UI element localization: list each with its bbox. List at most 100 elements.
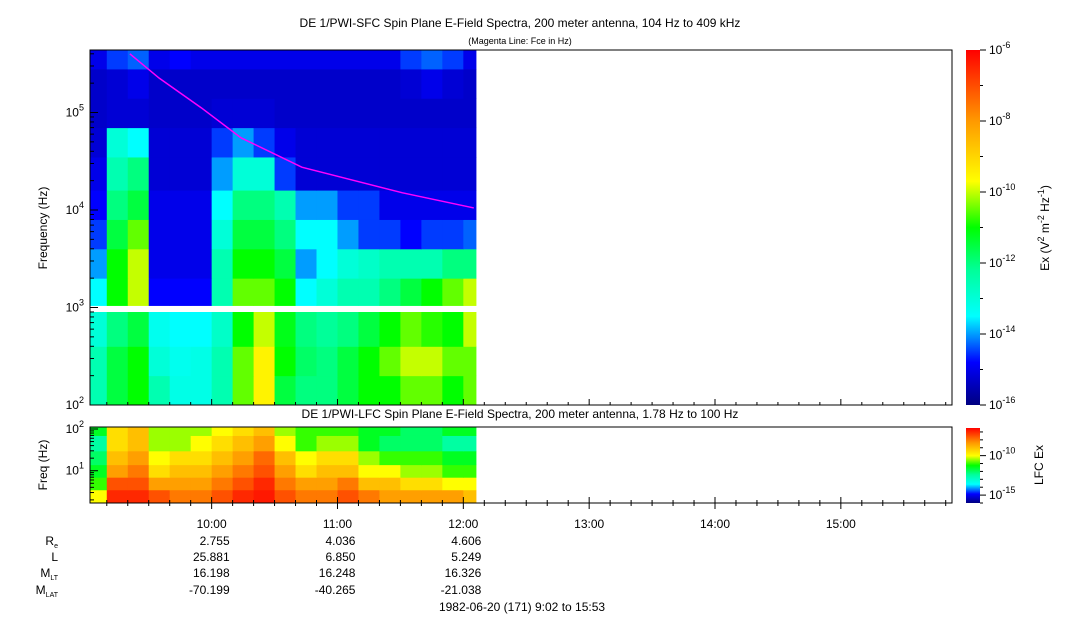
heatmap-cell bbox=[295, 346, 318, 377]
heatmap-cell bbox=[316, 278, 338, 306]
heatmap-cell bbox=[400, 50, 422, 70]
heatmap-cell bbox=[274, 450, 297, 466]
heatmap-cell bbox=[90, 346, 108, 377]
heatmap-cell bbox=[379, 464, 401, 478]
heatmap-cell bbox=[400, 375, 422, 406]
heatmap-cell bbox=[295, 489, 318, 503]
heatmap-cell bbox=[148, 156, 171, 191]
heatmap-cell bbox=[442, 346, 464, 377]
orbit-value: 16.248 bbox=[319, 566, 356, 580]
heatmap-cell bbox=[274, 278, 297, 306]
heatmap-cell bbox=[148, 98, 171, 129]
heatmap-cell bbox=[169, 375, 192, 406]
heatmap-cell bbox=[211, 98, 234, 129]
heatmap-cell bbox=[127, 98, 150, 129]
heatmap-cell bbox=[379, 248, 401, 279]
heatmap-cell bbox=[421, 68, 443, 99]
heatmap-cell bbox=[106, 248, 129, 279]
heatmap-cell bbox=[379, 98, 401, 129]
heatmap-cell bbox=[106, 219, 129, 250]
heatmap-cell bbox=[400, 477, 422, 491]
orbit-value: -21.038 bbox=[441, 583, 482, 597]
heatmap-cell bbox=[316, 248, 338, 279]
heatmap-cell bbox=[148, 190, 171, 220]
heatmap-cell bbox=[442, 50, 464, 70]
heatmap-cell bbox=[274, 190, 297, 220]
heatmap-cell bbox=[358, 346, 380, 377]
heatmap-cell bbox=[400, 450, 422, 466]
heatmap-cell bbox=[463, 156, 477, 191]
heatmap-cell bbox=[148, 50, 171, 70]
heatmap-cell bbox=[421, 346, 443, 377]
heatmap-cell bbox=[295, 219, 318, 250]
heatmap-cell bbox=[316, 98, 338, 129]
heatmap-cell bbox=[148, 435, 171, 452]
y-tick-label: 105 bbox=[66, 103, 84, 120]
x-tick-label: 13:00 bbox=[574, 517, 604, 531]
heatmap-cell bbox=[148, 489, 171, 503]
heatmap-cell bbox=[379, 427, 401, 436]
heatmap-cell bbox=[106, 68, 129, 99]
lfc-colorbar-label: LFC Ex bbox=[1032, 445, 1046, 485]
heatmap-cell bbox=[253, 68, 276, 99]
sfc-plot-frame bbox=[89, 49, 953, 406]
heatmap-cell bbox=[421, 248, 443, 279]
heatmap-cell bbox=[148, 311, 171, 347]
heatmap-cell bbox=[316, 127, 338, 158]
heatmap-cell bbox=[148, 427, 171, 436]
heatmap-cell bbox=[190, 278, 213, 306]
heatmap-cell bbox=[211, 127, 234, 158]
heatmap-cell bbox=[253, 464, 276, 478]
heatmap-cell bbox=[169, 346, 192, 377]
colorbar-tick-label: 10-10 bbox=[989, 182, 1015, 199]
y-tick-label: 103 bbox=[66, 298, 84, 315]
heatmap-cell bbox=[358, 156, 380, 191]
heatmap-cell bbox=[169, 489, 192, 503]
heatmap-cell bbox=[400, 278, 422, 306]
heatmap-cell bbox=[211, 278, 234, 306]
heatmap-cell bbox=[379, 435, 401, 452]
heatmap-cell bbox=[232, 248, 255, 279]
heatmap-cell bbox=[127, 464, 150, 478]
heatmap-cell bbox=[379, 375, 401, 406]
heatmap-cell bbox=[90, 311, 108, 347]
heatmap-cell bbox=[463, 427, 477, 436]
heatmap-cell bbox=[295, 98, 318, 129]
heatmap-cell bbox=[358, 127, 380, 158]
heatmap-cell bbox=[274, 311, 297, 347]
heatmap-cell bbox=[169, 464, 192, 478]
colorbar-tick-label: 10-8 bbox=[989, 111, 1010, 128]
heatmap-cell bbox=[337, 248, 359, 279]
heatmap-cell bbox=[337, 464, 359, 478]
heatmap-cell bbox=[274, 477, 297, 491]
heatmap-cell bbox=[211, 190, 234, 220]
heatmap-cell bbox=[127, 190, 150, 220]
heatmap-cell bbox=[190, 127, 213, 158]
heatmap-cell bbox=[190, 346, 213, 377]
heatmap-cell bbox=[253, 219, 276, 250]
heatmap-cell bbox=[90, 375, 108, 406]
heatmap-cell bbox=[232, 450, 255, 466]
heatmap-cell bbox=[295, 477, 318, 491]
heatmap-cell bbox=[169, 98, 192, 129]
heatmap-cell bbox=[400, 68, 422, 99]
heatmap-cell bbox=[106, 98, 129, 129]
heatmap-cell bbox=[232, 278, 255, 306]
heatmap-cell bbox=[379, 156, 401, 191]
heatmap-cell bbox=[337, 477, 359, 491]
heatmap-cell bbox=[148, 477, 171, 491]
heatmap-cell bbox=[463, 346, 477, 377]
sfc-subtitle: (Magenta Line: Fce in Hz) bbox=[468, 36, 572, 46]
heatmap-cell bbox=[274, 219, 297, 250]
heatmap-cell bbox=[379, 450, 401, 466]
heatmap-cell bbox=[295, 435, 318, 452]
heatmap-cell bbox=[211, 68, 234, 99]
heatmap-cell bbox=[90, 489, 108, 503]
heatmap-cell bbox=[463, 248, 477, 279]
heatmap-cell bbox=[211, 50, 234, 70]
heatmap-cell bbox=[190, 98, 213, 129]
heatmap-cell bbox=[106, 190, 129, 220]
heatmap-cell bbox=[169, 427, 192, 436]
lfc-heatmap bbox=[90, 427, 477, 503]
